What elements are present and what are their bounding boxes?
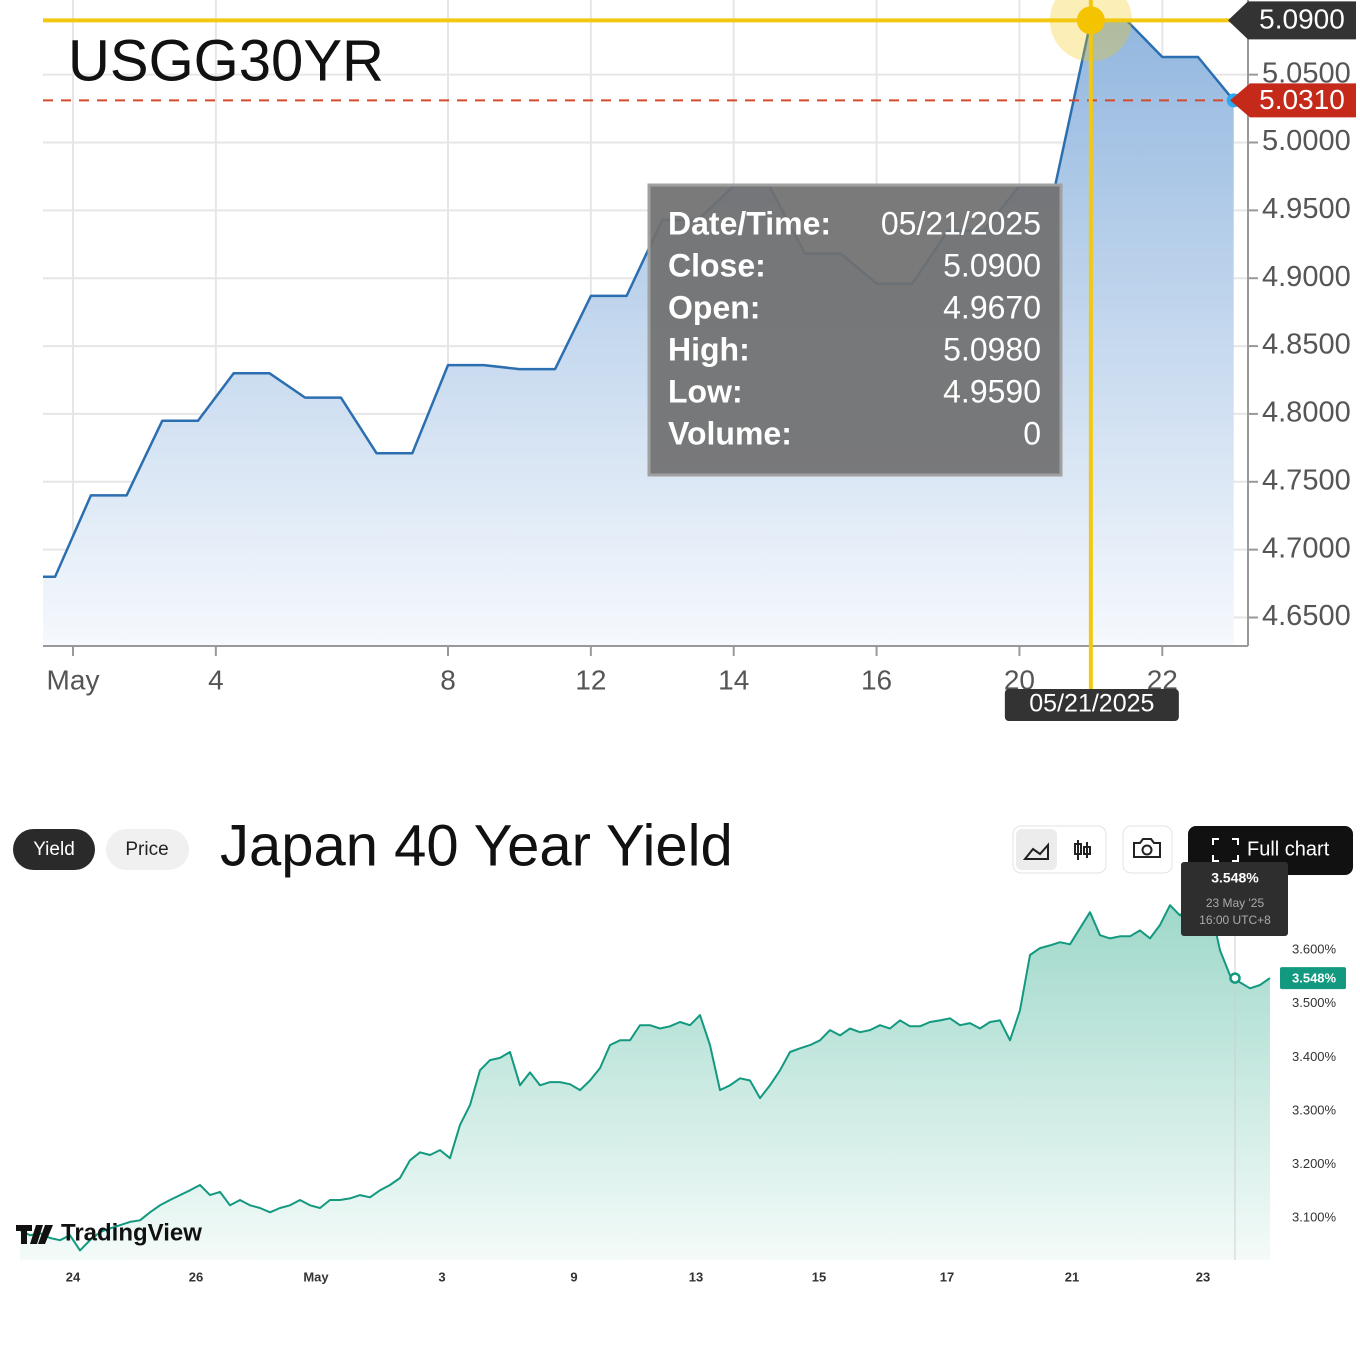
tooltip-key: Low: — [668, 373, 743, 409]
tooltip-box — [647, 183, 1063, 477]
chart-title: USGG30YR — [68, 28, 384, 93]
y-tick-label: 3.100% — [1292, 1210, 1337, 1225]
y-tick-label: 4.6500 — [1262, 600, 1351, 632]
price-button[interactable] — [106, 829, 189, 870]
crosshair-dot — [1229, 972, 1241, 984]
x-tick-label: 16 — [861, 664, 892, 695]
tooltip-key: Date/Time: — [668, 205, 831, 241]
x-tick-label: 13 — [689, 1269, 703, 1284]
x-tick-label: May — [303, 1269, 329, 1284]
y-tick-label: 3.600% — [1292, 942, 1337, 957]
candle-icon[interactable] — [1074, 840, 1091, 860]
logo-mark — [16, 1225, 53, 1244]
tooltip-box — [1181, 862, 1288, 936]
yield-button-label[interactable]: Yield — [33, 839, 75, 860]
x-tick-label: 17 — [940, 1269, 954, 1284]
x-tick-label: 21 — [1065, 1269, 1079, 1284]
last-label: 3.548% — [1292, 971, 1337, 986]
y-tick-label: 3.300% — [1292, 1102, 1337, 1117]
y-tick-label: 4.7000 — [1262, 532, 1351, 564]
crosshair-value-box — [1228, 1, 1356, 40]
tooltip-key: Open: — [668, 289, 760, 325]
tooltip-key: Close: — [668, 247, 766, 283]
y-tick-label: 3.500% — [1292, 995, 1337, 1010]
area-fill — [20, 905, 1270, 1260]
logo-text: TradingView — [61, 1219, 202, 1246]
area-fill — [43, 20, 1234, 646]
chart-japan40: Yield Price Japan 40 Year Yield Full cha… — [13, 813, 1353, 1284]
crosshair-date-box — [1004, 689, 1179, 721]
x-tick-label: 9 — [570, 1269, 577, 1284]
x-tick-label: 8 — [440, 664, 456, 695]
x-tick-label: 12 — [575, 664, 606, 695]
tooltip-value: 0 — [1023, 415, 1041, 451]
last-label-box — [1280, 967, 1346, 990]
x-tick-label: 23 — [1196, 1269, 1210, 1284]
snapshot-button[interactable] — [1122, 825, 1173, 874]
fullscreen-icon — [1212, 838, 1239, 862]
chart-title: Japan 40 Year Yield — [220, 813, 733, 878]
x-tick-label: 26 — [189, 1269, 203, 1284]
tooltip-value: 05/21/2025 — [881, 205, 1041, 241]
tooltip-key: High: — [668, 331, 750, 367]
crosshair-value-label: 5.0900 — [1259, 4, 1345, 35]
y-tick-label: 4.9500 — [1262, 193, 1351, 225]
x-tick-label: 14 — [718, 664, 749, 695]
y-tick-label: 4.8500 — [1262, 329, 1351, 361]
tooltip-key: Volume: — [668, 415, 792, 451]
y-tick-label: 5.0000 — [1262, 125, 1351, 157]
area-style-button[interactable] — [1016, 829, 1057, 870]
camera-lens — [1141, 844, 1153, 856]
last-label: 5.0310 — [1259, 84, 1345, 115]
y-tick-label: 4.8000 — [1262, 397, 1351, 429]
x-tick-label: May — [47, 664, 100, 695]
x-tick-label: 15 — [812, 1269, 826, 1284]
line — [19, 904, 1271, 1252]
full-chart-label[interactable]: Full chart — [1247, 838, 1330, 860]
x-tick-label: 3 — [438, 1269, 445, 1284]
tooltip-value: 5.0980 — [943, 331, 1041, 367]
crosshair-dot — [1076, 6, 1105, 35]
tooltip-time: 16:00 UTC+8 — [1199, 913, 1271, 927]
tooltip-date: 23 May '25 — [1206, 896, 1265, 910]
x-tick-label: 4 — [208, 664, 224, 695]
tooltip-value: 4.9670 — [943, 289, 1041, 325]
area-icon — [1022, 842, 1049, 860]
y-tick-label: 3.400% — [1292, 1049, 1337, 1064]
tooltip-value: 3.548% — [1211, 870, 1259, 886]
y-tick-label: 4.9000 — [1262, 261, 1351, 293]
crosshair-date-label: 05/21/2025 — [1029, 690, 1154, 718]
y-tick-label: 3.200% — [1292, 1156, 1337, 1171]
price-button-label[interactable]: Price — [125, 839, 168, 860]
x-tick-label: 24 — [66, 1269, 81, 1284]
tooltip-value: 4.9590 — [943, 373, 1041, 409]
last-label-box — [1230, 83, 1356, 118]
tooltip-value: 5.0900 — [943, 247, 1041, 283]
yield-button[interactable] — [13, 829, 95, 870]
camera-icon — [1133, 838, 1161, 858]
y-tick-label: 4.7500 — [1262, 464, 1351, 496]
